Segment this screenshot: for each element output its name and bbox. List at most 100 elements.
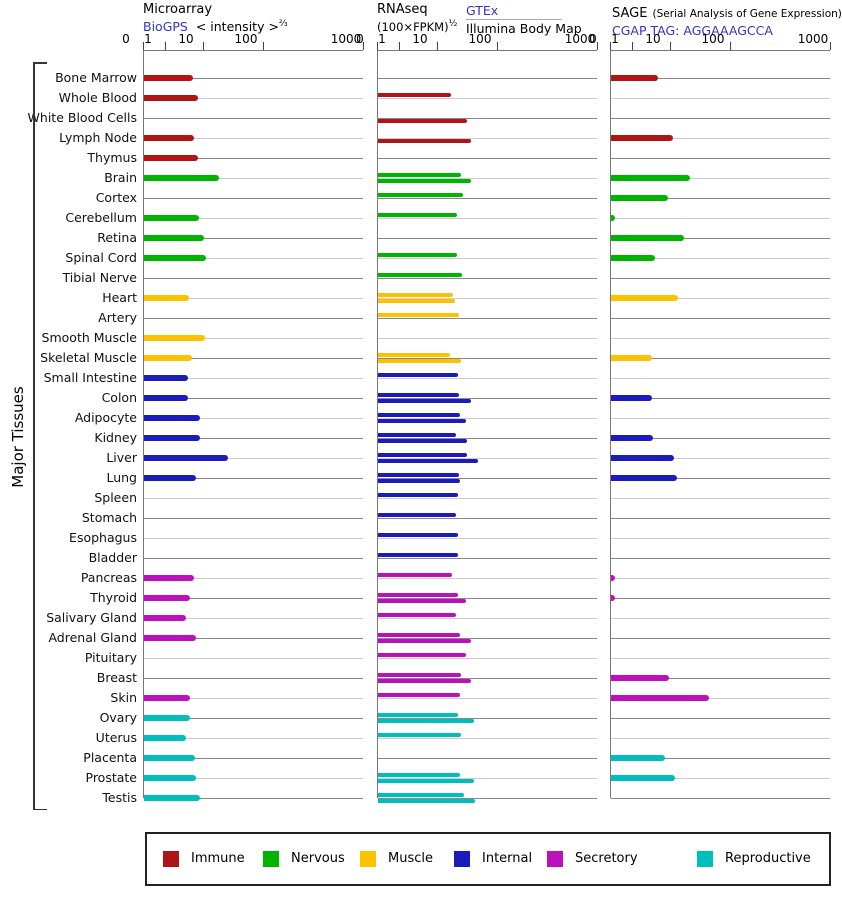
bar-microarray-whole-blood xyxy=(144,95,199,101)
bar-rnaseq-illumina-testis xyxy=(378,799,475,803)
axis-tick-label: 1 xyxy=(611,32,619,46)
tissue-label-bone-marrow: Bone Marrow xyxy=(55,70,137,85)
biogps-link[interactable]: BioGPS xyxy=(143,19,188,35)
axis-tick-mark xyxy=(399,42,400,50)
bar-sage-thyroid xyxy=(611,595,616,601)
tissue-label-liver: Liver xyxy=(106,450,137,465)
bar-microarray-thyroid xyxy=(144,595,191,601)
gridline xyxy=(144,398,363,399)
bar-sage-retina xyxy=(611,235,685,241)
bar-rnaseq-gtex-cerebellum xyxy=(378,213,458,217)
legend-swatch-reproductive xyxy=(697,851,713,867)
panel-axis-vline xyxy=(143,50,144,798)
bar-rnaseq-illumina-liver xyxy=(378,459,478,463)
legend-label-muscle: Muscle xyxy=(388,851,433,866)
bar-microarray-small-intestine xyxy=(144,375,189,381)
bar-rnaseq-gtex-brain xyxy=(378,173,461,177)
axis-tick-mark xyxy=(830,42,831,50)
cgap-link[interactable]: CGAP xyxy=(612,23,647,38)
bar-sage-brain xyxy=(611,175,691,181)
bar-rnaseq-gtex-heart xyxy=(378,293,454,297)
axis-tick-mark xyxy=(632,42,633,50)
bar-microarray-smooth-muscle xyxy=(144,335,206,341)
gridline xyxy=(378,718,597,719)
gridline xyxy=(144,578,363,579)
gridline xyxy=(144,738,363,739)
tissue-label-skeletal-muscle: Skeletal Muscle xyxy=(40,350,137,365)
tissue-label-whole-blood: Whole Blood xyxy=(58,90,137,105)
tissue-label-lymph-node: Lymph Node xyxy=(59,130,137,145)
bar-microarray-cerebellum xyxy=(144,215,200,221)
bar-rnaseq-illumina-white-blood-cells xyxy=(378,119,467,123)
tissue-label-placenta: Placenta xyxy=(83,750,137,765)
gridline xyxy=(611,278,830,279)
bar-rnaseq-gtex-small-intestine xyxy=(378,373,458,377)
tissue-label-pancreas: Pancreas xyxy=(80,570,137,585)
bar-microarray-colon xyxy=(144,395,189,401)
bar-rnaseq-illumina-lymph-node xyxy=(378,139,471,143)
legend-box: Immune Nervous Muscle Internal Secretory Repr… xyxy=(145,832,831,886)
bar-rnaseq-gtex-liver xyxy=(378,453,467,457)
gridline xyxy=(378,538,597,539)
gridline xyxy=(611,538,830,539)
bar-rnaseq-illumina-adipocyte xyxy=(378,419,466,423)
bar-rnaseq-illumina-heart xyxy=(378,299,455,303)
gridline xyxy=(611,558,830,559)
gridline xyxy=(378,298,597,299)
gridline xyxy=(378,218,597,219)
bar-microarray-salivary-gland xyxy=(144,615,187,621)
axis-tick-mark xyxy=(670,42,671,50)
bar-sage-skeletal-muscle xyxy=(611,355,653,361)
gridline xyxy=(144,518,363,519)
gridline xyxy=(144,118,363,119)
bar-rnaseq-gtex-testis xyxy=(378,793,464,797)
bar-rnaseq-illumina-skeletal-muscle xyxy=(378,359,461,363)
tissue-label-ovary: Ovary xyxy=(99,710,137,725)
gridline xyxy=(144,278,363,279)
gridline xyxy=(611,498,830,499)
bar-microarray-adrenal-gland xyxy=(144,635,197,641)
bar-microarray-brain xyxy=(144,175,220,181)
legend-swatch-nervous xyxy=(263,851,279,867)
gridline xyxy=(611,598,830,599)
bar-rnaseq-gtex-bladder xyxy=(378,553,458,557)
axis-tick-label: 0 xyxy=(589,32,597,46)
gridline xyxy=(144,218,363,219)
gridline xyxy=(144,158,363,159)
gridline xyxy=(144,298,363,299)
axis-tick-label: 100 xyxy=(701,32,725,46)
gridline xyxy=(378,498,597,499)
axis-tick-mark xyxy=(377,42,378,50)
tissue-label-white-blood-cells: White Blood Cells xyxy=(27,110,137,125)
gridline xyxy=(378,798,597,799)
tissue-label-brain: Brain xyxy=(104,170,137,185)
gridline xyxy=(378,398,597,399)
gtex-separator-line xyxy=(466,19,562,20)
tissue-label-smooth-muscle: Smooth Muscle xyxy=(41,330,137,345)
tissue-label-retina: Retina xyxy=(97,230,137,245)
gridline xyxy=(144,658,363,659)
rnaseq-title: RNAseq xyxy=(377,2,428,17)
bar-rnaseq-gtex-ovary xyxy=(378,713,458,717)
gridline xyxy=(144,358,363,359)
bar-microarray-prostate xyxy=(144,775,197,781)
gridline xyxy=(144,718,363,719)
tissue-label-thyroid: Thyroid xyxy=(90,590,137,605)
gtex-link[interactable]: GTEx xyxy=(466,3,499,18)
axis-tick-label: 10 xyxy=(645,32,661,46)
sage-tag[interactable]: TAG: AGGAAAGCCA xyxy=(650,23,773,38)
gridline xyxy=(144,558,363,559)
gridline xyxy=(144,258,363,259)
gridline xyxy=(378,278,597,279)
gridline xyxy=(378,318,597,319)
gridline xyxy=(378,138,597,139)
gridline xyxy=(378,78,597,79)
axis-tick-label: 10 xyxy=(412,32,428,46)
bar-rnaseq-gtex-esophagus xyxy=(378,533,458,537)
axis-tick-mark xyxy=(610,42,611,50)
gridline xyxy=(611,98,830,99)
tissue-label-spleen: Spleen xyxy=(94,490,137,505)
gridline xyxy=(611,638,830,639)
gridline xyxy=(378,358,597,359)
